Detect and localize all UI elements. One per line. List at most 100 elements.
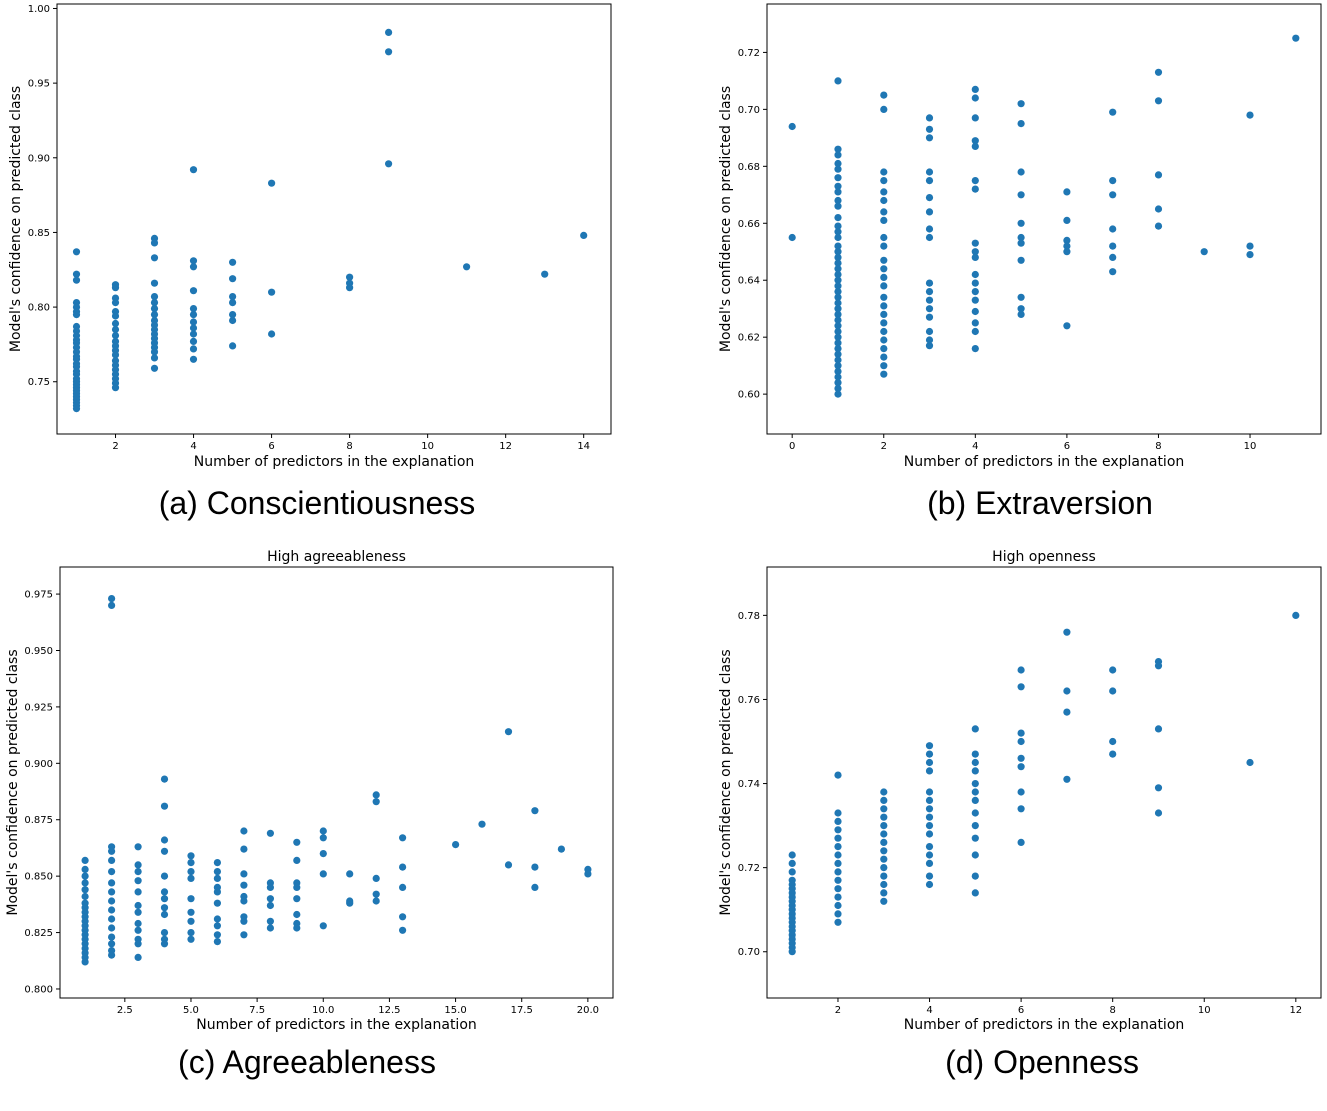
data-point (834, 242, 842, 250)
data-point (372, 791, 380, 799)
data-point (1154, 68, 1163, 76)
data-point (293, 856, 301, 865)
data-point (834, 222, 842, 230)
data-point (72, 311, 81, 319)
data-point (189, 355, 198, 363)
data-point (240, 870, 248, 878)
plot-area (766, 566, 1322, 999)
y-tick-label: 0.950 (24, 646, 53, 657)
data-point (1017, 754, 1025, 762)
x-tick-label: 0 (789, 441, 795, 452)
data-point (293, 924, 301, 932)
data-point (1109, 687, 1117, 695)
data-point (834, 817, 842, 826)
data-point (399, 926, 407, 934)
x-tick-label: 17.5 (511, 1005, 533, 1016)
panel-caption: (b) Extraversion (927, 485, 1153, 521)
data-point (971, 270, 979, 279)
data-point (788, 122, 796, 131)
chart-title: High agreeableness (267, 549, 406, 565)
data-point (834, 859, 842, 868)
data-point (266, 917, 274, 925)
panel-caption: (c) Agreeableness (178, 1044, 436, 1080)
data-point (150, 311, 159, 319)
data-point (189, 166, 198, 174)
data-point (1154, 809, 1163, 817)
data-point (111, 312, 120, 320)
data-point (346, 899, 354, 907)
x-tick-label: 15.0 (444, 1005, 466, 1016)
data-point (880, 319, 888, 327)
data-point (834, 868, 842, 876)
x-axis-label: Number of predictors in the explanation (904, 454, 1185, 470)
data-point (880, 889, 888, 897)
data-point (925, 296, 934, 304)
x-tick-label: 4 (190, 441, 196, 452)
data-point (108, 879, 116, 887)
data-point (834, 384, 842, 392)
data-point (1017, 729, 1025, 737)
data-point (150, 305, 159, 313)
data-point (880, 208, 888, 216)
data-point (834, 339, 842, 347)
panel-d: 2 4 6 8 10 12 0.70 0.72 0.74 0.76 0.78 Number of pr… (718, 549, 1322, 1080)
data-point (1246, 242, 1254, 250)
data-point (229, 293, 237, 301)
data-point (880, 353, 888, 361)
data-point (925, 279, 934, 287)
data-point (834, 333, 842, 341)
data-point (187, 929, 195, 937)
data-point (925, 822, 934, 830)
data-point (1063, 248, 1071, 256)
data-point (1292, 611, 1300, 620)
data-point (1063, 242, 1071, 250)
data-point (134, 877, 142, 885)
data-point (1063, 236, 1071, 244)
data-point (880, 897, 888, 905)
y-tick-label: 0.68 (738, 162, 760, 173)
data-point (229, 316, 237, 325)
data-point (880, 345, 888, 353)
data-point (108, 847, 116, 855)
data-point (834, 182, 842, 190)
data-point (187, 917, 195, 925)
data-point (385, 28, 393, 36)
data-point (971, 239, 979, 247)
data-point (880, 302, 888, 310)
data-point (880, 855, 888, 863)
data-point (834, 188, 842, 196)
plot-area (766, 3, 1322, 435)
data-point (971, 137, 979, 145)
data-point (372, 798, 380, 806)
y-axis-label: Model's confidence on predicted class (718, 86, 734, 352)
y-tick-label: 0.85 (28, 228, 50, 239)
data-point (187, 935, 195, 943)
data-point (399, 883, 407, 892)
data-point (504, 728, 513, 736)
data-point (834, 265, 842, 273)
data-point (213, 859, 221, 867)
data-point (108, 856, 116, 865)
data-point (229, 275, 237, 283)
data-point (834, 145, 842, 153)
data-point (111, 325, 120, 334)
data-point (834, 233, 842, 242)
data-point (134, 908, 142, 916)
y-tick-label: 0.62 (738, 333, 760, 344)
data-point (531, 883, 539, 892)
data-point (541, 270, 549, 278)
data-point (150, 239, 159, 247)
panel-caption: (d) Openness (945, 1044, 1139, 1080)
data-point (268, 288, 276, 296)
y-tick-label: 0.825 (24, 928, 53, 939)
data-point (834, 901, 842, 910)
data-point (399, 834, 407, 842)
data-point (1154, 97, 1163, 105)
data-point (134, 926, 142, 934)
data-point (880, 864, 888, 872)
data-point (266, 901, 274, 910)
y-tick-label: 0.72 (738, 48, 760, 59)
y-tick-label: 0.64 (738, 276, 760, 287)
data-point (240, 917, 248, 925)
